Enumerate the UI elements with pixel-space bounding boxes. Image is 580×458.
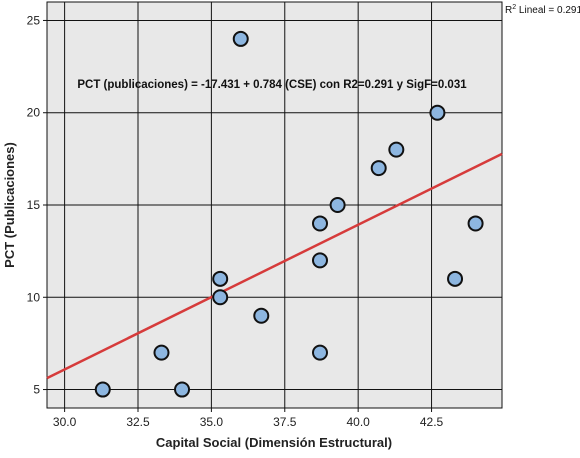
data-point [312, 344, 328, 361]
y-tick-label: 20 [27, 106, 41, 120]
x-tick-label: 40.0 [346, 415, 370, 429]
y-tick-label: 15 [27, 198, 41, 212]
fit-line-layer [46, 152, 503, 380]
y-tick-label: 25 [27, 13, 41, 27]
x-tick-label: 32.5 [126, 415, 150, 429]
y-axis-title: PCT (Publicaciones) [2, 142, 17, 268]
data-point [388, 141, 405, 158]
data-point [447, 270, 464, 287]
data-point [174, 381, 191, 398]
x-axis-title: Capital Social (Dimensión Estructural) [156, 435, 392, 450]
legend-superscript: 2 [512, 4, 516, 11]
data-point [232, 30, 249, 47]
data-point [329, 197, 346, 213]
data-point [370, 160, 387, 177]
legend-r2: R2 Lineal = 0.291 [505, 4, 580, 16]
x-tick-label: 37.5 [273, 415, 297, 429]
fit-line [46, 152, 503, 380]
y-tick-label: 5 [33, 383, 40, 397]
y-tick-label: 10 [27, 290, 41, 304]
tick-labels: 30.0 32.5 35.0 37.5 40.0 42.5 5 10 15 20 25 [27, 13, 444, 429]
grid-lines [47, 2, 502, 408]
data-points [94, 30, 484, 398]
legend-value-label: Lineal = 0.291 [516, 5, 580, 16]
x-tick-label: 42.5 [420, 415, 444, 429]
fit-equation-annotation: PCT (publicaciones) = -17.431 + 0.784 (C… [77, 79, 467, 91]
legend-r-label: R [505, 5, 512, 16]
data-point [429, 104, 446, 121]
data-point [212, 289, 229, 306]
data-point [212, 270, 229, 287]
data-point [153, 344, 170, 361]
data-point [467, 215, 484, 232]
data-point [312, 252, 328, 269]
data-point [312, 215, 328, 232]
x-tick-label: 30.0 [53, 415, 77, 429]
data-point [94, 381, 111, 398]
x-tick-label: 35.0 [200, 415, 224, 429]
data-point [253, 307, 270, 324]
